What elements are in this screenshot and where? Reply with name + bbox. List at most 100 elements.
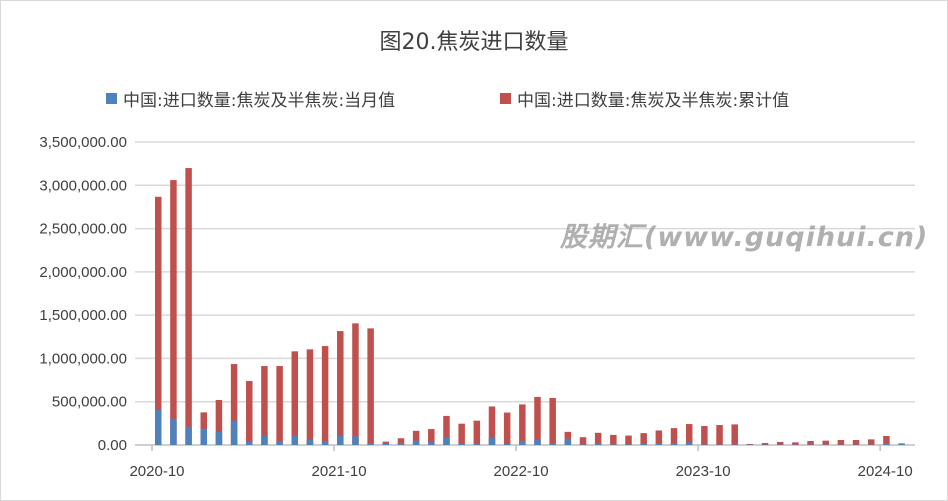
bar-monthly <box>306 439 314 445</box>
bar-cumulative <box>685 424 693 445</box>
bar-cumulative <box>367 328 374 445</box>
bar-monthly <box>276 441 283 445</box>
bar-cumulative <box>549 397 556 445</box>
bar-cumulative <box>261 366 268 445</box>
bar-cumulative <box>610 434 617 445</box>
bar-cumulative <box>276 366 283 445</box>
bar-monthly <box>230 420 238 445</box>
bar-monthly <box>519 440 526 445</box>
y-tick-label: 500,000.00 <box>52 394 127 411</box>
x-tick-label: 2022-10 <box>494 463 549 480</box>
bar-monthly <box>488 437 496 445</box>
x-tick-label: 2023-10 <box>676 463 731 480</box>
bar-cumulative <box>488 406 496 445</box>
bar-monthly <box>337 435 344 445</box>
watermark: 股期汇(www.guqihui.cn) <box>560 222 929 253</box>
bar-monthly <box>564 438 572 445</box>
bar-monthly <box>367 443 374 445</box>
bar-monthly <box>898 443 905 445</box>
y-tick-label: 3,000,000.00 <box>39 177 127 194</box>
x-tick-label: 2024-10 <box>858 463 913 480</box>
bar-monthly <box>685 442 693 445</box>
bar-monthly <box>610 444 617 445</box>
bar-cumulative <box>246 381 253 445</box>
bar-monthly <box>458 443 465 445</box>
bar-cumulative <box>761 443 769 445</box>
bar-monthly <box>549 443 556 445</box>
bar-monthly <box>428 442 435 445</box>
bar-cumulative <box>443 415 450 445</box>
bar-cumulative <box>701 426 708 445</box>
bar-cumulative <box>655 430 663 445</box>
bar-monthly <box>640 443 647 445</box>
legend-label-monthly: 中国:进口数量:焦炭及半焦炭:当月值 <box>123 91 396 111</box>
bar-monthly <box>579 444 587 445</box>
bar-cumulative <box>579 437 587 445</box>
bar-cumulative <box>837 439 845 445</box>
bar-cumulative <box>428 429 435 445</box>
bar-cumulative <box>291 351 299 445</box>
bar-monthly <box>701 444 708 445</box>
bar-monthly <box>246 441 253 445</box>
bar-cumulative <box>412 430 420 445</box>
bar-monthly <box>412 440 420 445</box>
bar-cumulative <box>503 412 511 445</box>
bar-monthly <box>534 439 541 445</box>
bar-cumulative <box>670 428 678 445</box>
bar-monthly <box>655 443 663 445</box>
legend-swatch-cumulative <box>500 93 511 104</box>
bar-monthly <box>261 435 268 445</box>
bar-monthly <box>473 443 481 445</box>
x-tick-label: 2020-10 <box>129 463 184 480</box>
bar-cumulative <box>822 440 829 445</box>
bar-cumulative <box>534 396 541 445</box>
bar-monthly <box>625 444 632 445</box>
bar-monthly <box>670 443 678 445</box>
chart-title: 图20.焦炭进口数量 <box>379 30 569 55</box>
y-tick-label: 1,500,000.00 <box>39 307 127 324</box>
bar-cumulative <box>230 364 238 445</box>
legend-swatch-monthly <box>106 93 117 104</box>
bar-cumulative <box>306 349 314 445</box>
bar-monthly <box>215 431 223 445</box>
bar-cumulative <box>640 433 647 445</box>
bar-cumulative <box>564 431 572 445</box>
bar-monthly <box>397 443 405 445</box>
bar-cumulative <box>200 412 208 445</box>
legend-label-cumulative: 中国:进口数量:焦炭及半焦炭:累计值 <box>517 91 790 111</box>
bar-cumulative <box>594 432 602 445</box>
bar-cumulative <box>170 180 177 445</box>
bar-cumulative <box>867 439 875 445</box>
y-tick-label: 0.00 <box>98 437 127 454</box>
bar-cumulative <box>625 435 632 445</box>
bar-cumulative <box>337 331 344 445</box>
bar-monthly <box>594 443 602 445</box>
bar-cumulative <box>716 425 723 445</box>
bar-cumulative <box>458 423 465 445</box>
bar-monthly <box>170 418 177 445</box>
bar-monthly <box>352 436 359 445</box>
bar-cumulative <box>321 346 329 445</box>
y-tick-label: 2,000,000.00 <box>39 264 127 281</box>
bar-monthly <box>291 435 299 445</box>
bar-cumulative <box>185 168 192 446</box>
y-tick-label: 2,500,000.00 <box>39 221 127 238</box>
bar-cumulative <box>807 441 814 445</box>
bar-cumulative <box>473 420 481 445</box>
bar-monthly <box>200 428 208 445</box>
bar-cumulative <box>792 442 799 445</box>
bar-monthly <box>321 441 329 445</box>
bar-monthly <box>382 443 390 445</box>
bar-cumulative <box>352 323 359 445</box>
bar-cumulative <box>215 399 223 445</box>
bar-cumulative <box>746 443 754 445</box>
bar-monthly <box>503 443 511 445</box>
bar-cumulative <box>776 441 784 445</box>
y-tick-label: 3,500,000.00 <box>39 134 127 151</box>
bar-cumulative <box>852 439 860 445</box>
bar-monthly <box>883 443 890 445</box>
legend-item-monthly: 中国:进口数量:焦炭及半焦炭:当月值 <box>106 86 395 111</box>
bar-monthly <box>185 426 192 445</box>
bar-cumulative <box>883 435 890 445</box>
